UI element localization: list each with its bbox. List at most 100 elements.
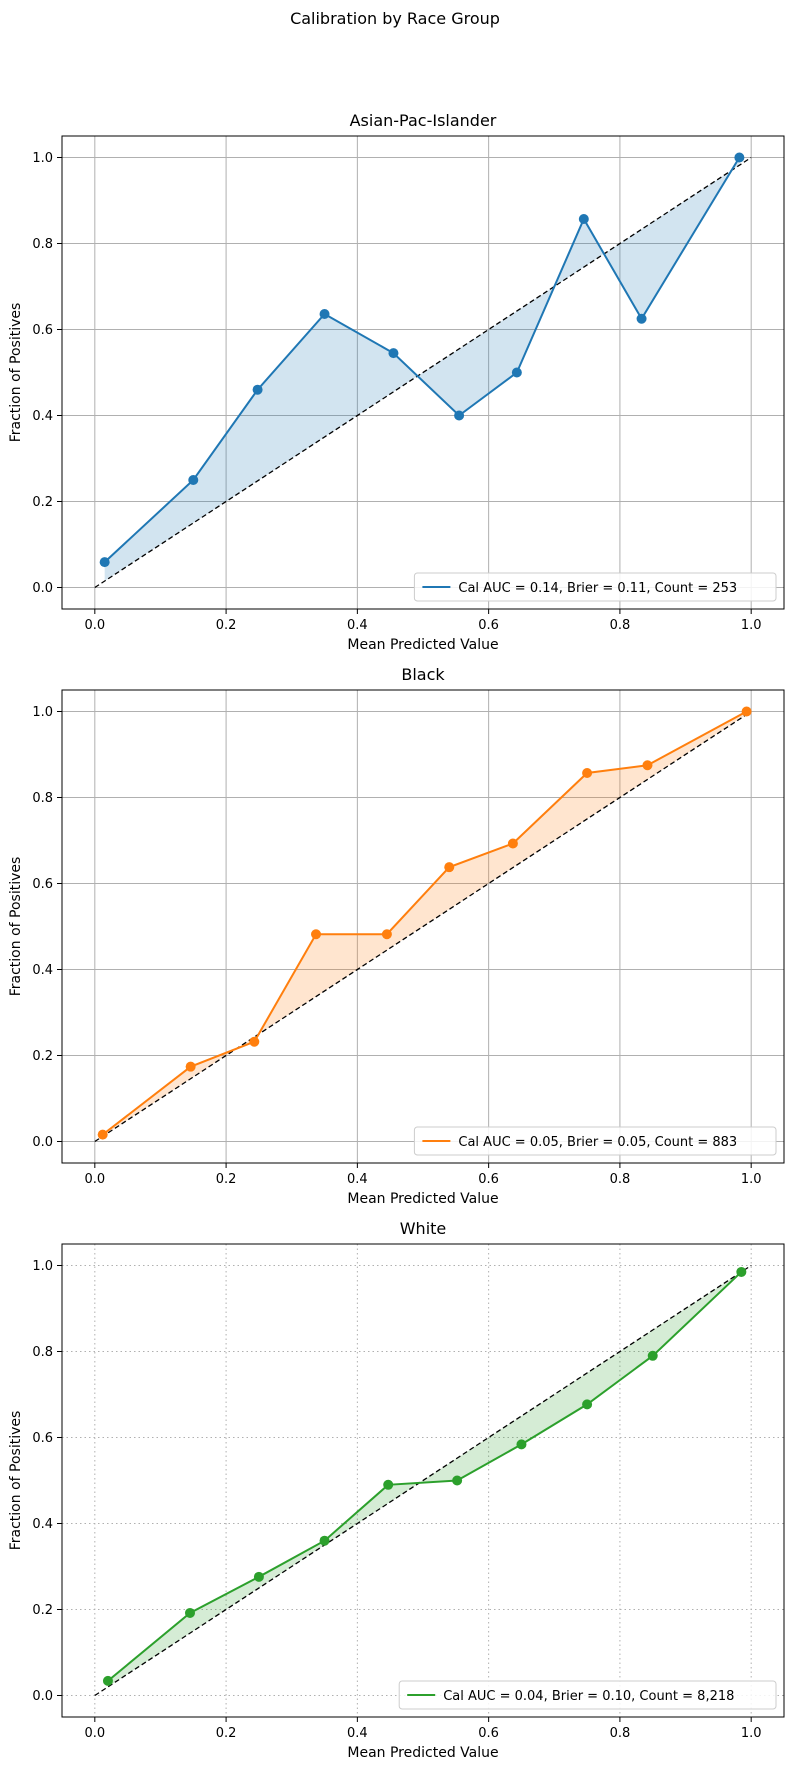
plot-frame — [61, 1243, 785, 1718]
figure-suptitle: Calibration by Race Group — [290, 9, 500, 28]
legend: Cal AUC = 0.04, Brier = 0.10, Count = 8,… — [398, 1680, 777, 1710]
y-tick-label: 0.4 — [32, 409, 53, 424]
chart-title: White — [400, 1219, 447, 1238]
chart-title: Black — [401, 665, 445, 684]
y-tick-label: 0.2 — [32, 495, 53, 510]
calibration-point — [388, 348, 399, 359]
calibration-chart-1: Asian-Pac-Islander 0.0 0.2 0.4 0.6 0.8 1.0 0.0 0… — [8, 111, 785, 653]
calibration-point — [319, 309, 330, 320]
plot-frame — [61, 689, 785, 1164]
calibration-point — [736, 1266, 747, 1277]
y-tick-label: 0.6 — [32, 1431, 53, 1446]
x-tick-label: 0.6 — [478, 618, 499, 633]
x-tick-label: 1.0 — [741, 618, 762, 633]
calibration-point — [642, 760, 653, 771]
x-tick-label: 0.6 — [478, 1172, 499, 1187]
calibration-gap-fill — [102, 711, 747, 1137]
y-tick-label: 0.8 — [32, 791, 53, 806]
calibration-point — [647, 1350, 658, 1361]
x-tick-label: 0.0 — [84, 1172, 105, 1187]
calibration-point — [444, 862, 455, 873]
legend-box — [413, 1126, 777, 1156]
x-tick-label: 0.0 — [84, 1726, 105, 1741]
calibration-curve — [102, 710, 748, 1136]
y-tick-label: 0.4 — [32, 963, 53, 978]
legend-label: Cal AUC = 0.14, Brier = 0.11, Count = 25… — [458, 581, 737, 596]
chart-title: Asian-Pac-Islander — [350, 111, 497, 130]
y-tick-label: 0.0 — [32, 1135, 53, 1150]
x-tick-label: 0.8 — [610, 1726, 631, 1741]
y-tick-label: 0.6 — [32, 323, 53, 338]
calibration-point — [99, 557, 110, 568]
y-tick-label: 0.2 — [32, 1603, 53, 1618]
x-tick-label: 0.4 — [347, 1726, 368, 1741]
calibration-point — [184, 1607, 195, 1618]
perfect-calibration-line — [94, 156, 752, 589]
x-tick-label: 0.2 — [216, 1172, 237, 1187]
x-tick-label: 1.0 — [741, 1726, 762, 1741]
calibration-point — [97, 1129, 108, 1140]
calibration-point — [582, 767, 593, 778]
x-tick-label: 0.4 — [347, 618, 368, 633]
x-tick-label: 0.2 — [216, 1726, 237, 1741]
calibration-point — [734, 152, 745, 163]
calibration-point — [454, 410, 465, 421]
calibration-point — [516, 1439, 527, 1450]
perfect-calibration-line — [94, 710, 752, 1143]
y-tick-label: 1.0 — [32, 705, 53, 720]
y-tick-label: 1.0 — [32, 1259, 53, 1274]
calibration-point — [636, 313, 647, 324]
calibration-point — [383, 1479, 394, 1490]
x-tick-label: 1.0 — [741, 1172, 762, 1187]
calibration-gap-fill — [104, 157, 740, 582]
x-axis-label: Mean Predicted Value — [347, 637, 498, 653]
y-axis-label: Fraction of Positives — [8, 1411, 24, 1551]
y-tick-label: 0.8 — [32, 237, 53, 252]
calibration-point — [582, 1399, 593, 1410]
calibration-point — [249, 1036, 260, 1047]
x-axis-label: Mean Predicted Value — [347, 1745, 498, 1761]
y-axis-label: Fraction of Positives — [8, 303, 24, 443]
x-tick-label: 0.0 — [84, 618, 105, 633]
calibration-point — [188, 475, 199, 485]
y-tick-label: 0.8 — [32, 1345, 53, 1360]
legend-label: Cal AUC = 0.04, Brier = 0.10, Count = 8,… — [443, 1689, 734, 1704]
x-axis-label: Mean Predicted Value — [347, 1191, 498, 1207]
calibration-point — [452, 1475, 463, 1486]
x-tick-label: 0.6 — [478, 1726, 499, 1741]
y-tick-label: 0.0 — [32, 581, 53, 596]
y-axis-label: Fraction of Positives — [8, 857, 24, 997]
calibration-point — [319, 1535, 330, 1546]
calibration-point — [507, 838, 518, 849]
calibration-curve — [107, 1271, 743, 1682]
calibration-chart-3: White 0.0 0.2 0.4 0.6 0.8 1.0 0.0 0.2 0.4 0.6 0.8 1.… — [8, 1219, 785, 1761]
calibration-point — [311, 929, 322, 940]
x-tick-label: 0.8 — [610, 1172, 631, 1187]
x-tick-label: 0.4 — [347, 1172, 368, 1187]
legend-label: Cal AUC = 0.05, Brier = 0.05, Count = 88… — [458, 1135, 737, 1150]
y-tick-label: 0.4 — [32, 1517, 53, 1532]
calibration-point — [253, 1571, 264, 1582]
calibration-curve — [103, 156, 741, 563]
calibration-chart-2: Black 0.0 0.2 0.4 0.6 0.8 1.0 0.0 0.2 0.4 0.6 0.8 1.… — [8, 665, 785, 1207]
calibration-point — [578, 213, 589, 224]
calibration-point — [741, 706, 752, 717]
perfect-calibration-line — [94, 1264, 752, 1697]
x-tick-label: 0.2 — [216, 618, 237, 633]
calibration-point — [102, 1675, 113, 1686]
plot-frame — [61, 135, 785, 610]
calibration-point — [185, 1061, 196, 1072]
legend: Cal AUC = 0.14, Brier = 0.11, Count = 25… — [413, 572, 777, 602]
chart-panels: Asian-Pac-Islander 0.0 0.2 0.4 0.6 0.8 1.0 0.0 0… — [8, 111, 785, 1761]
legend-box — [413, 572, 777, 602]
calibration-point — [381, 929, 392, 940]
legend: Cal AUC = 0.05, Brier = 0.05, Count = 88… — [413, 1126, 777, 1156]
legend-box — [398, 1680, 777, 1710]
calibration-point — [511, 367, 522, 378]
y-tick-label: 1.0 — [32, 151, 53, 166]
x-tick-label: 0.8 — [610, 618, 631, 633]
calibration-point — [252, 384, 263, 395]
y-tick-label: 0.2 — [32, 1049, 53, 1064]
y-tick-label: 0.6 — [32, 877, 53, 892]
